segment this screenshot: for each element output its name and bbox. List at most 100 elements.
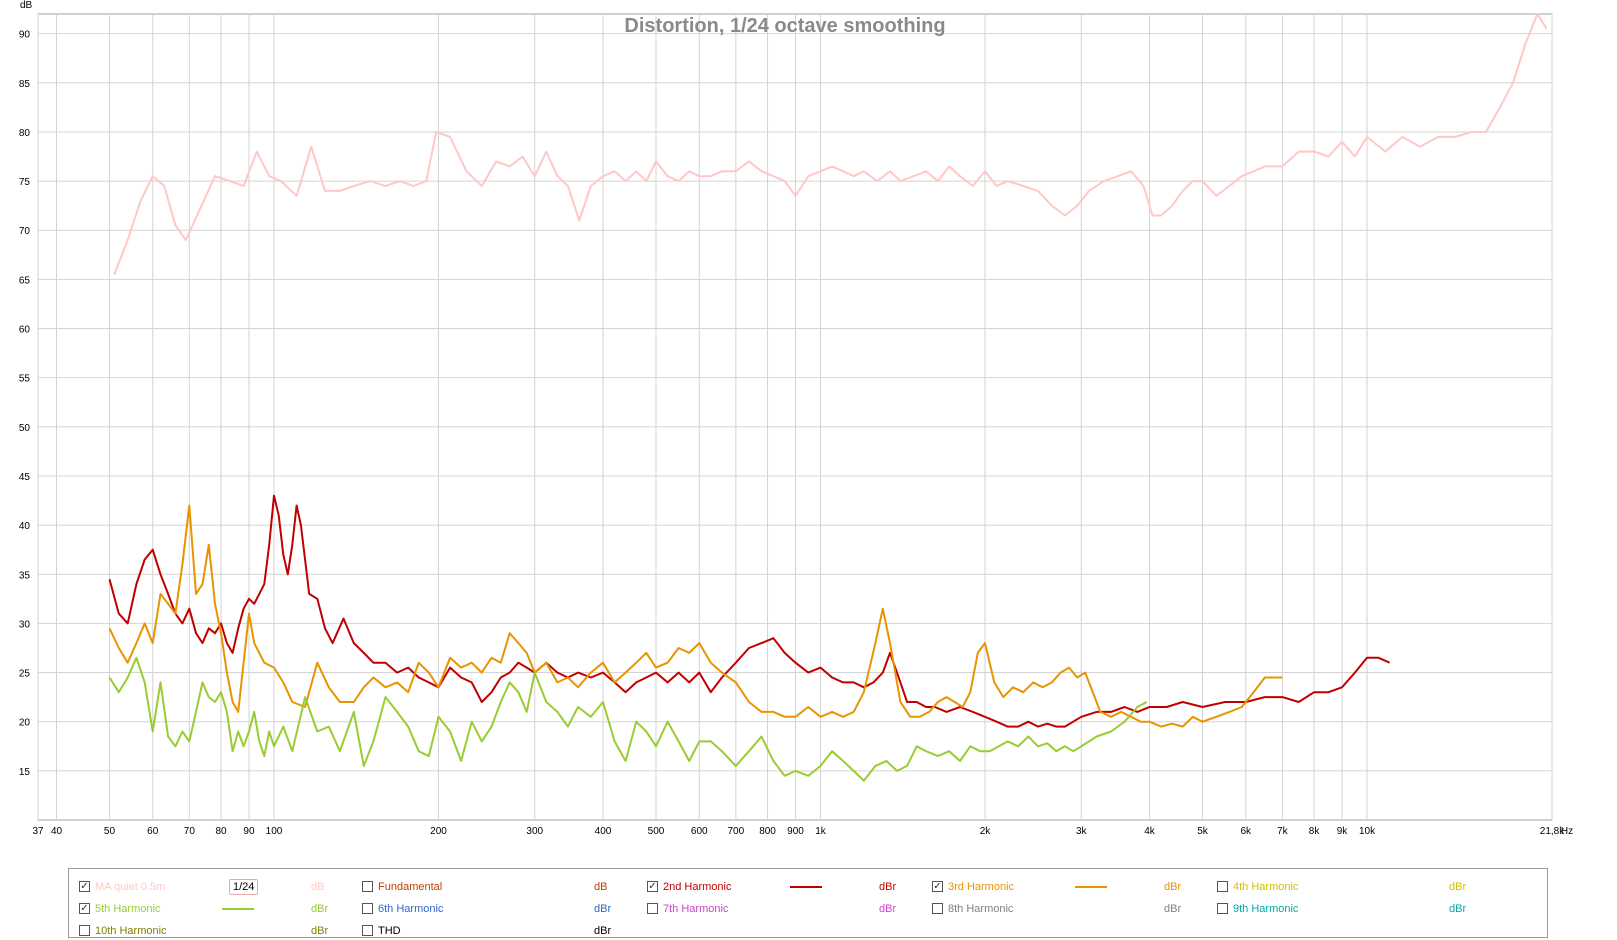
x-tick-label: 200 [430,826,447,837]
x-tick-label: 80 [215,826,227,837]
x-tick-label: 2k [980,826,992,837]
legend-unit: dBr [1164,903,1182,915]
legend-unit: dBr [1449,903,1467,915]
legend-item-8th-harmonic: 8th Harmonic dBr [932,901,1217,917]
x-gridlines [37,14,1553,820]
legend-label: 6th Harmonic [378,903,444,915]
x-tick-label: 10k [1359,826,1376,837]
x-tick-label: 90 [243,826,255,837]
legend-unit: dBr [311,903,329,915]
y-tick-label: 35 [19,570,31,581]
x-tick-label: 300 [526,826,543,837]
y-tick-label: 90 [19,30,31,41]
legend-item-ma-quiet-0-5m: ✓ MA quiet 0.5m 1/24 dB [79,879,364,895]
chart-title: Distortion, 1/24 octave smoothing [624,15,945,37]
y-unit-label: dB [20,0,33,11]
legend-checkbox-6th-harmonic[interactable] [362,903,373,914]
x-tick-label: 50 [104,826,116,837]
legend-label: THD [378,925,401,937]
legend-checkbox-5th-harmonic[interactable]: ✓ [79,903,90,914]
legend-panel: ✓ MA quiet 0.5m 1/24 dB Fundamental dB ✓ 2nd Ha… [68,868,1548,938]
y-tick-label: 55 [19,374,31,385]
legend-unit: dB [594,881,608,893]
y-tick-label: 15 [19,767,31,778]
x-tick-label: 400 [595,826,612,837]
y-tick-label: 70 [19,226,31,237]
y-tick-label: 50 [19,423,31,434]
legend-checkbox-ma-quiet-0-5m[interactable]: ✓ [79,881,90,892]
legend-unit: dBr [1164,881,1182,893]
x-tick-label: 700 [728,826,745,837]
legend-label: 2nd Harmonic [663,881,732,893]
legend-label: 9th Harmonic [1233,903,1299,915]
series-line-3rd-harmonic [108,504,1283,728]
y-tick-label: 25 [19,669,31,680]
legend-checkbox-thd[interactable] [362,925,373,936]
x-tick-label: 5k [1197,826,1209,837]
series-lines [108,13,1548,782]
x-unit-label: Hz [1561,826,1573,837]
y-tick-label: 75 [19,177,31,188]
x-tick-label: 1k [815,826,827,837]
series-line-ma-quiet-0-5m [113,13,1548,275]
legend-label: 7th Harmonic [663,903,729,915]
y-tick-label: 40 [19,521,31,532]
x-tick-label: 600 [691,826,708,837]
y-tick-label: 60 [19,325,31,336]
legend-checkbox-9th-harmonic[interactable] [1217,903,1228,914]
series-line-2nd-harmonic [108,494,1391,728]
x-tick-label: 40 [51,826,63,837]
x-tick-label: 7k [1277,826,1289,837]
x-tick-label: 6k [1241,826,1253,837]
legend-item-2nd-harmonic: ✓ 2nd Harmonic dBr [647,879,932,895]
legend-unit: dBr [311,925,329,937]
legend-item-4th-harmonic: 4th Harmonic dBr [1217,879,1502,895]
x-tick-label: 800 [759,826,776,837]
x-tick-label: 21,8k [1540,826,1565,837]
legend-label: 4th Harmonic [1233,881,1299,893]
legend-checkbox-7th-harmonic[interactable] [647,903,658,914]
x-tick-label: 9k [1337,826,1349,837]
legend-label: Fundamental [378,881,443,893]
legend-unit: dBr [594,903,612,915]
x-tick-label: 3k [1076,826,1088,837]
y-tick-label: 85 [19,79,31,90]
legend-unit: dBr [879,881,897,893]
legend-item-thd: THD dBr [362,923,647,939]
y-tick-label: 65 [19,275,31,286]
legend-swatch [1075,886,1107,888]
legend-checkbox-10th-harmonic[interactable] [79,925,90,936]
legend-item-6th-harmonic: 6th Harmonic dBr [362,901,647,917]
legend-checkbox-2nd-harmonic[interactable]: ✓ [647,881,658,892]
y-tick-labels: 15 20 25 30 35 40 45 50 55 60 65 70 75 80 85 90 [19,30,31,778]
legend-label: 5th Harmonic [95,903,161,915]
x-tick-labels: 37 40 50 60 70 80 90 100 200 300 400 500 600 700 800 90… [32,826,1573,837]
legend-unit: dBr [594,925,612,937]
x-tick-label: 900 [787,826,804,837]
x-tick-label: 4k [1144,826,1156,837]
legend-item-7th-harmonic: 7th Harmonic dBr [647,901,932,917]
x-tick-label: 100 [266,826,283,837]
x-tick-label: 37 [32,826,44,837]
y-tick-label: 45 [19,472,31,483]
legend-unit: dBr [1449,881,1467,893]
legend-checkbox-8th-harmonic[interactable] [932,903,943,914]
legend-checkbox-4th-harmonic[interactable] [1217,881,1228,892]
x-tick-label: 500 [648,826,665,837]
legend-item-9th-harmonic: 9th Harmonic dBr [1217,901,1502,917]
legend-checkbox-3rd-harmonic[interactable]: ✓ [932,881,943,892]
x-tick-label: 60 [147,826,159,837]
legend-label: MA quiet 0.5m [95,881,166,893]
y-tick-label: 30 [19,619,31,630]
series-line-5th-harmonic [108,656,1148,782]
legend-swatch [222,908,254,910]
smoothing-selector[interactable]: 1/24 [229,879,259,895]
x-tick-label: 8k [1309,826,1321,837]
legend-item-5th-harmonic: ✓ 5th Harmonic dBr [79,901,364,917]
legend-item-10th-harmonic: 10th Harmonic dBr [79,923,364,939]
legend-item-fundamental: Fundamental dB [362,879,647,895]
legend-checkbox-fundamental[interactable] [362,881,373,892]
legend-item-3rd-harmonic: ✓ 3rd Harmonic dBr [932,879,1217,895]
y-tick-label: 20 [19,718,31,729]
x-tick-label: 70 [184,826,196,837]
